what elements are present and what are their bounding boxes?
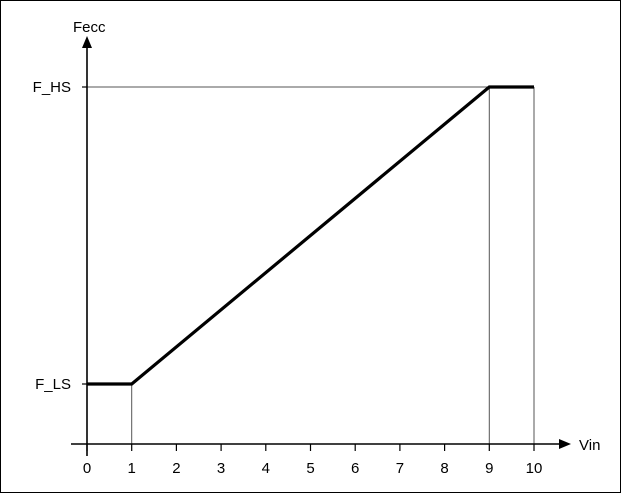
x-tick-label-3: 3 [217, 460, 225, 477]
series-line-0 [87, 87, 534, 384]
y-axis-arrow-icon [82, 36, 92, 48]
y-axis-label: Fecc [73, 19, 106, 36]
x-tick-label-7: 7 [396, 460, 404, 477]
y-tick-label-f_hs: F_HS [33, 79, 71, 96]
x-tick-label-8: 8 [440, 460, 448, 477]
x-tick-label-6: 6 [351, 460, 359, 477]
x-axis-arrow-icon [559, 439, 571, 449]
x-tick-label-4: 4 [262, 460, 270, 477]
x-tick-label-10: 10 [526, 460, 543, 477]
x-tick-label-9: 9 [485, 460, 493, 477]
x-tick-label-2: 2 [172, 460, 180, 477]
x-tick-label-5: 5 [306, 460, 314, 477]
y-tick-label-f_ls: F_LS [35, 376, 71, 393]
x-axis-label: Vin [579, 437, 600, 454]
x-tick-label-0: 0 [83, 460, 91, 477]
x-tick-label-1: 1 [128, 460, 136, 477]
